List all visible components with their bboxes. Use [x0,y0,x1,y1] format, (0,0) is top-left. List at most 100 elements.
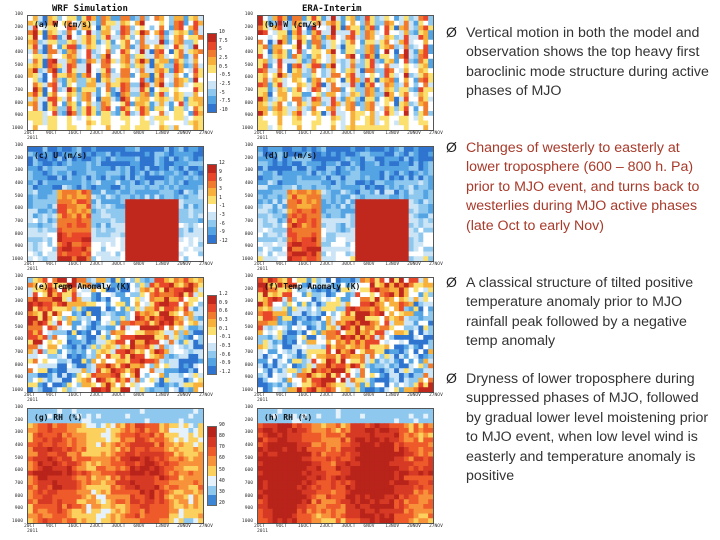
field-cell [188,208,194,215]
field-cell [115,256,121,261]
field-cell [188,358,194,365]
field-cell [62,189,68,196]
field-cell [423,111,429,117]
field-cell [149,180,155,186]
field-cell [100,111,107,117]
field-cell [408,301,415,308]
field-cell [76,292,83,298]
field-cell [183,189,190,196]
x-tick-label: 9OCT [45,131,57,136]
field-cell [398,204,405,210]
field-cell [91,227,97,234]
field-cell [62,115,68,122]
field-cell [389,68,395,74]
field-cell [267,339,274,346]
field-cell [267,92,274,98]
field-cell [389,39,395,46]
field-cell [86,218,92,224]
field-cell [173,251,180,257]
field-cell [198,349,203,355]
field-cell [120,251,126,257]
field-cell [413,161,420,167]
field-cell [71,189,78,196]
field-cell [267,287,274,293]
field-cell [66,106,73,112]
field-cell [193,125,199,130]
field-cell [340,325,347,331]
field-cell [408,194,415,200]
field-cell [262,301,269,308]
field-cell [306,185,313,191]
field-cell [130,297,136,303]
field-cell [306,156,313,162]
field-cell [198,282,203,289]
field-cell [139,373,146,379]
field-cell [183,101,190,107]
field-cell [316,256,322,261]
field-cell [62,246,68,253]
field-cell [159,282,165,289]
field-cell [139,363,146,369]
field-cell [91,185,97,191]
field-cell [120,101,126,107]
field-cell [306,151,313,158]
field-cell [100,87,107,93]
field-cell [86,115,92,122]
field-cell [110,227,117,234]
field-cell [326,35,332,41]
field-cell [345,297,351,303]
field-cell [379,282,385,289]
field-cell [76,377,83,384]
field-cell [91,63,97,69]
field-cell [384,58,390,65]
field-cell [428,232,433,238]
field-cell [267,77,274,84]
field-cell [316,16,322,22]
field-cell [168,73,175,79]
field-cell [345,325,351,331]
field-cell [311,316,317,322]
field-cell [301,125,308,130]
field-cell [159,151,165,158]
field-cell [292,68,298,74]
field-cell [355,242,361,248]
field-cell [418,339,424,346]
field-cell [384,156,390,162]
field-cell [413,170,420,177]
field-cell [154,68,160,74]
field-cell [154,30,160,36]
field-cell [277,199,283,205]
field-cell [413,35,420,41]
field-cell [71,166,78,172]
field-cell [149,316,155,322]
field-cell [62,282,68,289]
field-cell [76,344,83,350]
field-cell [57,199,63,205]
field-cell [267,278,274,284]
field-cell [81,180,87,186]
field-cell [369,166,376,172]
x-tick-label: 16OCT [67,131,82,136]
field-cell [52,20,58,27]
field-cell [418,39,424,46]
field-cell [345,106,351,112]
field-cell [360,297,366,303]
field-cell [100,161,107,167]
field-cell [115,218,121,224]
field-cell [125,49,131,55]
field-cell [120,35,126,41]
field-cell [105,320,112,327]
field-cell [168,358,175,365]
field-cell [287,111,293,117]
field-cell [428,292,433,298]
field-cell [193,237,199,243]
field-cell [384,223,390,229]
field-cell [86,96,92,103]
field-cell [130,349,136,355]
field-cell [86,73,92,79]
field-cell [360,170,366,177]
field-cell [28,115,34,122]
field-cell [47,292,53,298]
field-cell [154,96,160,103]
field-cell [154,335,160,341]
